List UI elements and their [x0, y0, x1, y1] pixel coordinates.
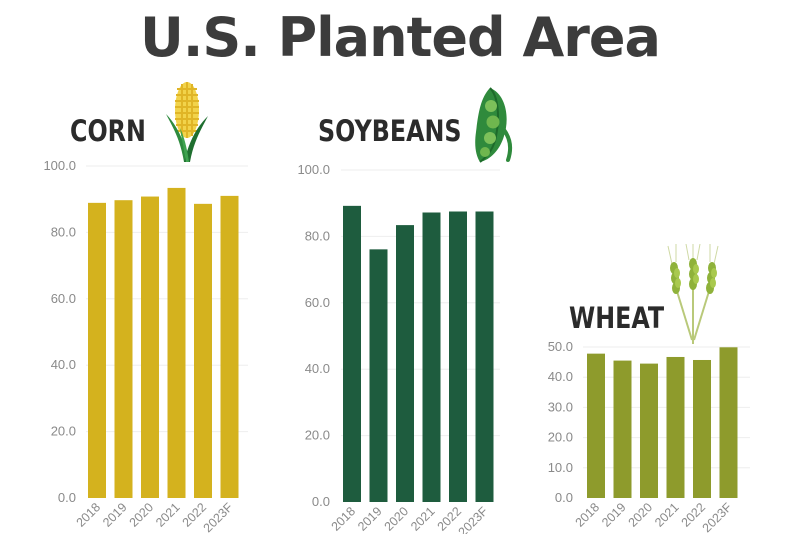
wheat-chart-label: WHEAT: [569, 301, 665, 335]
wheat-y-tick-label: 30.0: [548, 399, 573, 414]
corn-y-tick-label: 60.0: [51, 291, 76, 306]
soybeans-bar-2023F: [475, 211, 494, 502]
soybeans-bar-2020: [396, 225, 414, 502]
wheat-y-tick-label: 10.0: [548, 460, 573, 475]
corn-y-tick-label: 20.0: [51, 424, 76, 439]
soybeans-x-tick-label: 2023F: [456, 504, 491, 534]
soybean-pod-icon: [475, 87, 513, 163]
wheat-x-tick-label: 2019: [599, 500, 629, 530]
corn-bar-2018: [88, 202, 106, 499]
corn-cob-icon: [166, 82, 208, 162]
corn-y-tick-label: 100.0: [43, 158, 76, 173]
soybeans-y-tick-label: 0.0: [312, 494, 330, 509]
soybeans-y-tick-label: 80.0: [305, 228, 330, 243]
soybeans-x-tick-label: 2018: [329, 504, 359, 534]
soybeans-bar-2021: [422, 212, 441, 502]
soybeans-x-tick-label: 2019: [355, 504, 385, 534]
wheat-x-tick-label: 2018: [573, 500, 603, 530]
soybeans-x-tick-label: 2020: [382, 504, 412, 534]
soybeans-y-tick-label: 40.0: [305, 361, 330, 376]
wheat-stalk-icon: [667, 244, 719, 344]
corn-bar-2019: [114, 200, 133, 499]
soybeans-y-tick-label: 100.0: [297, 162, 330, 177]
corn-y-tick-label: 40.0: [51, 357, 76, 372]
soybeans-y-tick-label: 60.0: [305, 295, 330, 310]
soybeans-x-tick-label: 2021: [408, 504, 438, 534]
soybeans-chart-label: SOYBEANS: [318, 114, 462, 148]
soybeans-bar-2019: [369, 249, 388, 502]
corn-x-tick-label: 2023F: [201, 500, 236, 534]
corn-bar-2023F: [220, 195, 239, 498]
wheat-bar-2023F: [719, 347, 738, 498]
wheat-y-tick-label: 0.0: [555, 490, 573, 505]
wheat-x-tick-label: 2020: [626, 500, 656, 530]
corn-x-tick-label: 2018: [74, 500, 104, 530]
page-title: U.S. Planted Area: [140, 6, 661, 69]
corn-chart-label: CORN: [70, 114, 146, 148]
wheat-y-tick-label: 40.0: [548, 369, 573, 384]
wheat-bar-2018: [587, 353, 605, 498]
wheat-bar-2022: [693, 359, 711, 498]
wheat-bar-2020: [640, 363, 658, 498]
corn-x-tick-label: 2019: [100, 500, 130, 530]
soybeans-bar-2018: [343, 205, 361, 502]
soybeans-y-tick-label: 20.0: [305, 428, 330, 443]
wheat-y-tick-label: 50.0: [548, 339, 573, 354]
wheat-bar-2021: [666, 356, 685, 498]
corn-bar-2021: [167, 187, 186, 499]
soybeans-bar-2022: [449, 211, 467, 502]
corn-bar-2022: [194, 203, 212, 498]
corn-y-tick-label: 80.0: [51, 224, 76, 239]
corn-bar-2020: [141, 196, 159, 498]
corn-x-tick-label: 2020: [127, 500, 157, 530]
wheat-bar-2019: [613, 360, 632, 498]
wheat-x-tick-label: 2023F: [700, 500, 735, 534]
wheat-x-tick-label: 2021: [652, 500, 682, 530]
corn-y-tick-label: 0.0: [58, 490, 76, 505]
corn-x-tick-label: 2021: [153, 500, 183, 530]
wheat-y-tick-label: 20.0: [548, 430, 573, 445]
